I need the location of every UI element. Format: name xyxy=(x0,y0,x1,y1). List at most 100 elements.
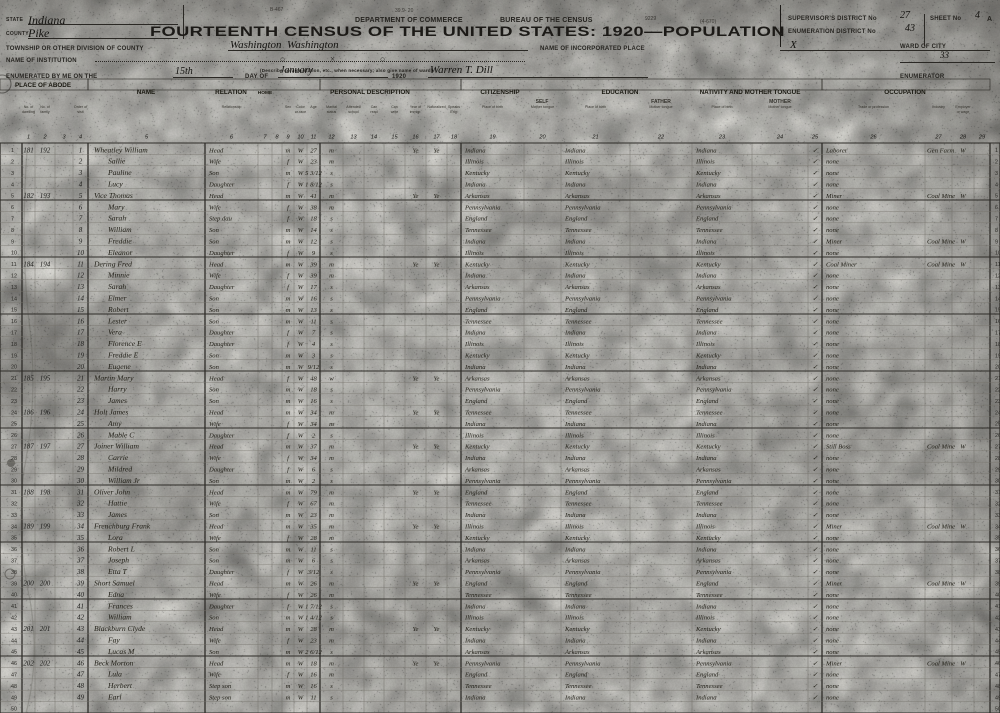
svg-text:9: 9 xyxy=(995,239,998,245)
svg-text:Lucy: Lucy xyxy=(107,180,123,189)
svg-text:Sallie: Sallie xyxy=(108,157,126,166)
svg-text:m: m xyxy=(286,615,291,622)
svg-text:Kentucky: Kentucky xyxy=(695,444,721,451)
svg-text:Indiana: Indiana xyxy=(695,330,717,337)
svg-text:Ye: Ye xyxy=(413,410,419,417)
svg-text:Son: Son xyxy=(209,307,220,314)
svg-text:182: 182 xyxy=(23,192,34,200)
svg-text:47: 47 xyxy=(77,671,85,679)
svg-text:m: m xyxy=(329,672,334,679)
svg-text:Mable C: Mable C xyxy=(107,430,135,439)
svg-text:Son: Son xyxy=(209,227,220,234)
svg-text:Indiana: Indiana xyxy=(464,182,486,189)
svg-text:s: s xyxy=(330,558,333,565)
svg-text:202: 202 xyxy=(40,659,51,667)
svg-text:Pennsylvania: Pennsylvania xyxy=(564,660,601,667)
svg-text:201: 201 xyxy=(23,625,34,633)
svg-text:✓: ✓ xyxy=(812,626,818,633)
svg-text:8: 8 xyxy=(275,135,279,141)
svg-text:31: 31 xyxy=(995,490,1000,496)
svg-text:Son: Son xyxy=(209,170,220,177)
svg-text:Indiana: Indiana xyxy=(464,239,486,246)
svg-text:13: 13 xyxy=(77,283,85,291)
svg-text:2: 2 xyxy=(995,160,998,166)
svg-text:✓: ✓ xyxy=(812,284,818,291)
svg-text:Son: Son xyxy=(209,296,220,303)
svg-text:f: f xyxy=(287,467,290,474)
svg-text:f: f xyxy=(287,421,290,428)
svg-text:Illinois: Illinois xyxy=(695,615,715,622)
svg-text:Place of birth: Place of birth xyxy=(585,105,606,109)
svg-text:W: W xyxy=(298,489,304,496)
svg-text:m: m xyxy=(286,524,291,531)
svg-text:1: 1 xyxy=(11,148,14,154)
svg-text:Wife: Wife xyxy=(209,535,221,542)
svg-text:Indiana: Indiana xyxy=(695,603,717,610)
svg-text:W: W xyxy=(298,478,304,485)
svg-text:W: W xyxy=(298,649,304,656)
svg-text:s: s xyxy=(330,615,333,622)
svg-text:Ye: Ye xyxy=(434,193,440,200)
svg-text:10: 10 xyxy=(77,249,85,257)
svg-text:29: 29 xyxy=(11,467,17,473)
svg-text:Relationship: Relationship xyxy=(222,105,242,109)
svg-text:m: m xyxy=(329,581,334,588)
svg-text:Wife: Wife xyxy=(209,159,221,166)
svg-text:Indiana: Indiana xyxy=(564,638,586,645)
svg-text:6: 6 xyxy=(312,558,316,565)
svg-text:none: none xyxy=(826,478,839,485)
svg-text:Illinois: Illinois xyxy=(464,615,484,622)
svg-text:Oliver John: Oliver John xyxy=(94,487,130,496)
svg-text:Son: Son xyxy=(209,353,220,360)
svg-text:✓: ✓ xyxy=(812,216,818,223)
svg-text:Elmer: Elmer xyxy=(107,294,127,303)
svg-text:197: 197 xyxy=(40,443,51,451)
svg-text:Arkansas: Arkansas xyxy=(695,375,721,382)
svg-text:s: s xyxy=(330,649,333,656)
svg-text:f: f xyxy=(287,182,290,189)
svg-text:England: England xyxy=(464,489,488,496)
svg-text:m: m xyxy=(329,261,334,268)
svg-text:Blackburn Clyde: Blackburn Clyde xyxy=(94,624,146,633)
svg-text:Indiana: Indiana xyxy=(695,239,717,246)
svg-text:1 8/12: 1 8/12 xyxy=(305,182,322,189)
svg-text:s: s xyxy=(330,250,333,257)
svg-text:✓: ✓ xyxy=(812,638,818,645)
svg-text:W: W xyxy=(298,546,304,553)
svg-text:Tennessee: Tennessee xyxy=(465,227,492,234)
svg-text:W: W xyxy=(298,239,304,246)
svg-text:29: 29 xyxy=(995,467,1000,473)
svg-text:10: 10 xyxy=(995,251,1000,257)
svg-text:34: 34 xyxy=(11,524,17,530)
svg-text:26: 26 xyxy=(995,433,1000,439)
svg-text:W: W xyxy=(298,615,304,622)
svg-text:none: none xyxy=(826,501,839,508)
svg-text:Tennessee: Tennessee xyxy=(696,501,723,508)
svg-text:26: 26 xyxy=(310,592,317,599)
svg-text:Lester: Lester xyxy=(107,316,127,325)
svg-text:Wife: Wife xyxy=(209,638,221,645)
svg-text:Florence E: Florence E xyxy=(107,339,142,348)
svg-text:Arkansas: Arkansas xyxy=(564,467,590,474)
svg-text:27: 27 xyxy=(310,147,317,154)
svg-text:Lora: Lora xyxy=(107,533,123,542)
svg-text:m: m xyxy=(286,558,291,565)
svg-text:m: m xyxy=(329,444,334,451)
svg-text:Ye: Ye xyxy=(413,261,419,268)
svg-text:Illinois: Illinois xyxy=(564,250,584,257)
svg-text:41: 41 xyxy=(995,604,1000,610)
svg-text:✓: ✓ xyxy=(812,318,818,325)
svg-text:none: none xyxy=(826,318,839,325)
svg-text:W: W xyxy=(298,398,304,405)
svg-text:35: 35 xyxy=(11,536,17,542)
svg-text:16: 16 xyxy=(11,319,17,325)
svg-text:✓: ✓ xyxy=(812,660,818,667)
svg-text:Arkansas: Arkansas xyxy=(564,284,590,291)
svg-text:HOME: HOME xyxy=(258,90,273,96)
svg-text:m: m xyxy=(329,660,334,667)
svg-text:W: W xyxy=(298,193,304,200)
svg-text:W: W xyxy=(298,170,304,177)
svg-text:48: 48 xyxy=(11,684,17,690)
svg-text:Ye: Ye xyxy=(413,489,419,496)
svg-text:21: 21 xyxy=(995,376,1000,382)
